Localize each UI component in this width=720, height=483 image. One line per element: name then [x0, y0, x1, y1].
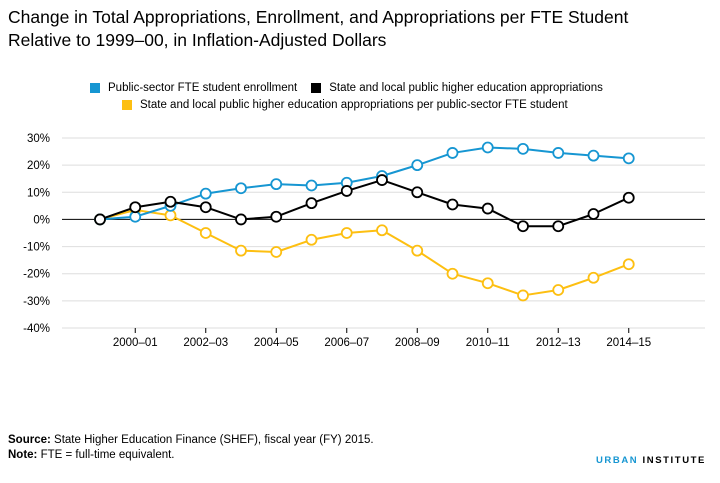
y-tick-label: 30% [27, 133, 50, 145]
legend-row-2: State and local public higher education … [122, 99, 568, 111]
data-point-2 [517, 289, 529, 302]
data-point-1 [235, 213, 247, 226]
data-point-2 [587, 271, 600, 284]
y-tick-label: -10% [23, 242, 50, 254]
data-point-0 [199, 187, 212, 200]
data-point-1 [199, 201, 212, 214]
legend-swatch-per-fte [122, 100, 132, 110]
logo-part-institute: INSTITUTE [642, 455, 706, 466]
data-point-2 [235, 244, 247, 257]
data-point-1 [587, 208, 600, 220]
data-point-2 [270, 246, 283, 258]
data-point-2 [481, 277, 494, 290]
y-tick-label: -30% [23, 296, 50, 308]
y-tick-label: -20% [23, 269, 50, 281]
chart-title: Change in Total Appropriations, Enrollme… [8, 6, 708, 52]
y-tick-label: 10% [27, 187, 50, 199]
data-point-0 [270, 178, 283, 191]
legend-label-appropriations: State and local public higher education … [329, 82, 603, 94]
note-label: Note: [8, 449, 38, 461]
data-point-2 [199, 227, 212, 239]
data-point-2 [552, 284, 565, 296]
note-text: FTE = full-time equivalent. [40, 449, 175, 461]
legend-swatch-enrollment [90, 83, 100, 93]
data-point-2 [446, 267, 459, 280]
chart-title-line2: Relative to 1999–00, in Inflation-Adjust… [8, 30, 387, 50]
urban-institute-logo: URBAN INSTITUTE [596, 455, 706, 466]
chart-title-line1: Change in Total Appropriations, Enrollme… [8, 7, 629, 27]
legend-label-per-fte: State and local public higher education … [140, 99, 568, 111]
data-point-1 [164, 195, 177, 208]
data-point-1 [517, 220, 529, 233]
x-tick-label: 2004–05 [254, 337, 299, 349]
x-tick-label: 2014–15 [606, 337, 651, 349]
chart-footer: Source: State Higher Education Finance (… [8, 433, 374, 463]
data-point-2 [164, 209, 177, 222]
data-point-0 [552, 147, 565, 159]
y-tick-label: 0% [33, 214, 50, 226]
source-label: Source: [8, 434, 51, 446]
data-point-0 [411, 159, 424, 172]
data-point-2 [411, 244, 424, 257]
series-line-1 [99, 179, 630, 228]
y-tick-label: 20% [27, 160, 50, 172]
x-tick-label: 2000–01 [113, 337, 158, 349]
data-point-0 [305, 179, 318, 192]
logo-part-urban: URBAN [595, 455, 639, 466]
legend-swatch-appropriations [311, 83, 322, 93]
x-tick-label: 2002–03 [183, 337, 228, 349]
data-point-1 [340, 185, 353, 197]
source-text: State Higher Education Finance (SHEF), f… [54, 434, 374, 446]
data-point-2 [340, 227, 353, 239]
data-point-0 [622, 152, 635, 165]
data-point-1 [411, 186, 424, 199]
x-tick-label: 2006–07 [324, 337, 369, 349]
source-line: Source: State Higher Education Finance (… [8, 433, 374, 448]
data-point-0 [517, 142, 529, 155]
legend-label-enrollment: Public-sector FTE student enrollment [108, 82, 298, 94]
series-line-2 [99, 208, 630, 297]
data-point-0 [446, 147, 459, 159]
data-point-1 [305, 197, 318, 210]
data-point-1 [481, 202, 494, 215]
legend-row-1: Public-sector FTE student enrollment Sta… [90, 82, 603, 94]
data-point-2 [305, 233, 318, 246]
data-point-2 [376, 224, 388, 237]
y-tick-label: -40% [23, 323, 50, 335]
data-point-2 [622, 258, 635, 271]
data-point-1 [552, 220, 565, 233]
data-point-0 [481, 141, 494, 154]
x-tick-label: 2012–13 [536, 337, 581, 349]
x-tick-label: 2008–09 [395, 337, 440, 349]
axis-layer: 30% 20% 10% 0% -10% -20% -30% -40% 2000–01 2002–0… [23, 133, 651, 349]
data-point-1 [270, 210, 283, 223]
data-point-0 [235, 182, 247, 195]
data-point-1 [94, 213, 106, 226]
series-layer [94, 141, 635, 302]
data-point-0 [129, 210, 142, 223]
data-point-0 [587, 149, 600, 162]
note-line: Note: FTE = full-time equivalent. [8, 448, 374, 463]
data-point-1 [446, 198, 459, 211]
data-point-1 [129, 201, 142, 214]
series-line-0 [99, 146, 629, 221]
data-point-1 [622, 191, 635, 204]
data-point-1 [376, 174, 388, 186]
x-tick-label: 2010–11 [466, 337, 510, 349]
